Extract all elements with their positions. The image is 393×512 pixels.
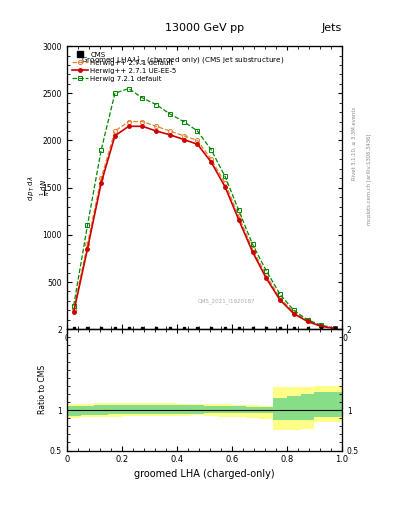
- Herwig++ 2.7.1 UE-EE-5: [72, 309, 76, 315]
- Herwig 7.2.1 default: [292, 307, 296, 313]
- Herwig++ 2.7.1 UE-EE-5: [154, 128, 159, 134]
- Herwig 7.2.1 default: [127, 86, 131, 92]
- Herwig++ 2.7.1 UE-EE-5: [195, 141, 200, 147]
- Herwig++ 2.7.1 UE-EE-5: [222, 184, 227, 190]
- Herwig 7.2.1 default: [195, 128, 200, 134]
- Herwig 7.2.1 default: [264, 268, 269, 274]
- Herwig 7.2.1 default: [250, 241, 255, 247]
- Herwig++ 2.7.1 UE-EE-5: [113, 133, 118, 139]
- Herwig++ 2.7.1 UE-EE-5: [85, 246, 90, 252]
- Herwig++ 2.7.1 UE-EE-5: [305, 318, 310, 325]
- Herwig 7.2.1 default: [140, 95, 145, 101]
- Legend: CMS, Herwig++ 2.7.1 default, Herwig++ 2.7.1 UE-EE-5, Herwig 7.2.1 default: CMS, Herwig++ 2.7.1 default, Herwig++ 2.…: [70, 50, 179, 84]
- Herwig++ 2.7.1 UE-EE-5: [264, 275, 269, 281]
- Text: CMS_2021_I1920187: CMS_2021_I1920187: [198, 298, 255, 304]
- Text: Groomed LHA$\lambda^1_{0.5}$ (charged only) (CMS jet substructure): Groomed LHA$\lambda^1_{0.5}$ (charged on…: [81, 55, 284, 68]
- Herwig++ 2.7.1 UE-EE-5: [237, 217, 241, 223]
- Herwig++ 2.7.1 UE-EE-5: [99, 180, 104, 186]
- Herwig++ 2.7.1 default: [195, 137, 200, 143]
- Herwig++ 2.7.1 UE-EE-5: [182, 136, 186, 142]
- Herwig++ 2.7.1 default: [333, 325, 338, 331]
- Herwig++ 2.7.1 default: [154, 123, 159, 130]
- Herwig++ 2.7.1 default: [99, 175, 104, 181]
- Y-axis label: Ratio to CMS: Ratio to CMS: [38, 366, 47, 414]
- Herwig++ 2.7.1 default: [292, 309, 296, 315]
- Herwig++ 2.7.1 default: [222, 180, 227, 186]
- Text: mcplots.cern.ch [arXiv:1306.3436]: mcplots.cern.ch [arXiv:1306.3436]: [367, 134, 373, 225]
- Herwig++ 2.7.1 default: [140, 118, 145, 124]
- Herwig++ 2.7.1 default: [168, 128, 173, 134]
- Herwig++ 2.7.1 UE-EE-5: [250, 249, 255, 255]
- Text: Rivet 3.1.10, ≥ 3.3M events: Rivet 3.1.10, ≥ 3.3M events: [352, 106, 357, 180]
- X-axis label: groomed LHA (charged-only): groomed LHA (charged-only): [134, 468, 275, 479]
- Herwig 7.2.1 default: [168, 111, 173, 117]
- Herwig++ 2.7.1 UE-EE-5: [127, 123, 131, 130]
- Line: Herwig 7.2.1 default: Herwig 7.2.1 default: [71, 86, 338, 331]
- Herwig 7.2.1 default: [182, 118, 186, 124]
- Herwig++ 2.7.1 default: [278, 295, 283, 301]
- Herwig++ 2.7.1 default: [85, 241, 90, 247]
- Herwig 7.2.1 default: [333, 325, 338, 331]
- Herwig++ 2.7.1 default: [113, 128, 118, 134]
- Herwig 7.2.1 default: [99, 147, 104, 153]
- Herwig++ 2.7.1 UE-EE-5: [168, 132, 173, 138]
- Herwig++ 2.7.1 default: [72, 307, 76, 313]
- Herwig++ 2.7.1 UE-EE-5: [278, 297, 283, 303]
- Herwig 7.2.1 default: [154, 101, 159, 108]
- Herwig 7.2.1 default: [305, 317, 310, 323]
- Herwig++ 2.7.1 default: [319, 323, 324, 329]
- Herwig 7.2.1 default: [222, 173, 227, 179]
- Herwig 7.2.1 default: [237, 207, 241, 214]
- Herwig 7.2.1 default: [278, 291, 283, 297]
- Herwig++ 2.7.1 UE-EE-5: [292, 311, 296, 317]
- Herwig 7.2.1 default: [113, 90, 118, 96]
- Herwig 7.2.1 default: [85, 222, 90, 228]
- Herwig++ 2.7.1 default: [237, 213, 241, 219]
- Line: Herwig++ 2.7.1 UE-EE-5: Herwig++ 2.7.1 UE-EE-5: [72, 124, 337, 330]
- Text: Jets: Jets: [321, 23, 342, 33]
- Herwig++ 2.7.1 UE-EE-5: [209, 159, 214, 165]
- Herwig 7.2.1 default: [209, 147, 214, 153]
- Line: Herwig++ 2.7.1 default: Herwig++ 2.7.1 default: [72, 119, 337, 330]
- Herwig++ 2.7.1 default: [305, 317, 310, 324]
- Herwig++ 2.7.1 UE-EE-5: [333, 326, 338, 332]
- Herwig++ 2.7.1 default: [127, 118, 131, 124]
- Text: 13000 GeV pp: 13000 GeV pp: [165, 23, 244, 33]
- Herwig++ 2.7.1 default: [209, 156, 214, 162]
- Herwig++ 2.7.1 default: [182, 133, 186, 139]
- Herwig++ 2.7.1 default: [250, 246, 255, 252]
- Herwig 7.2.1 default: [72, 303, 76, 309]
- Herwig 7.2.1 default: [319, 322, 324, 328]
- Herwig++ 2.7.1 UE-EE-5: [319, 323, 324, 329]
- Herwig++ 2.7.1 UE-EE-5: [140, 123, 145, 130]
- Herwig++ 2.7.1 default: [264, 272, 269, 279]
- Y-axis label: $\mathrm{d}\,p_T\;\mathrm{d}\,\lambda$
$\frac{1}{N}\,\mathrm{d}N\,$: $\mathrm{d}\,p_T\;\mathrm{d}\,\lambda$ $…: [27, 175, 53, 201]
